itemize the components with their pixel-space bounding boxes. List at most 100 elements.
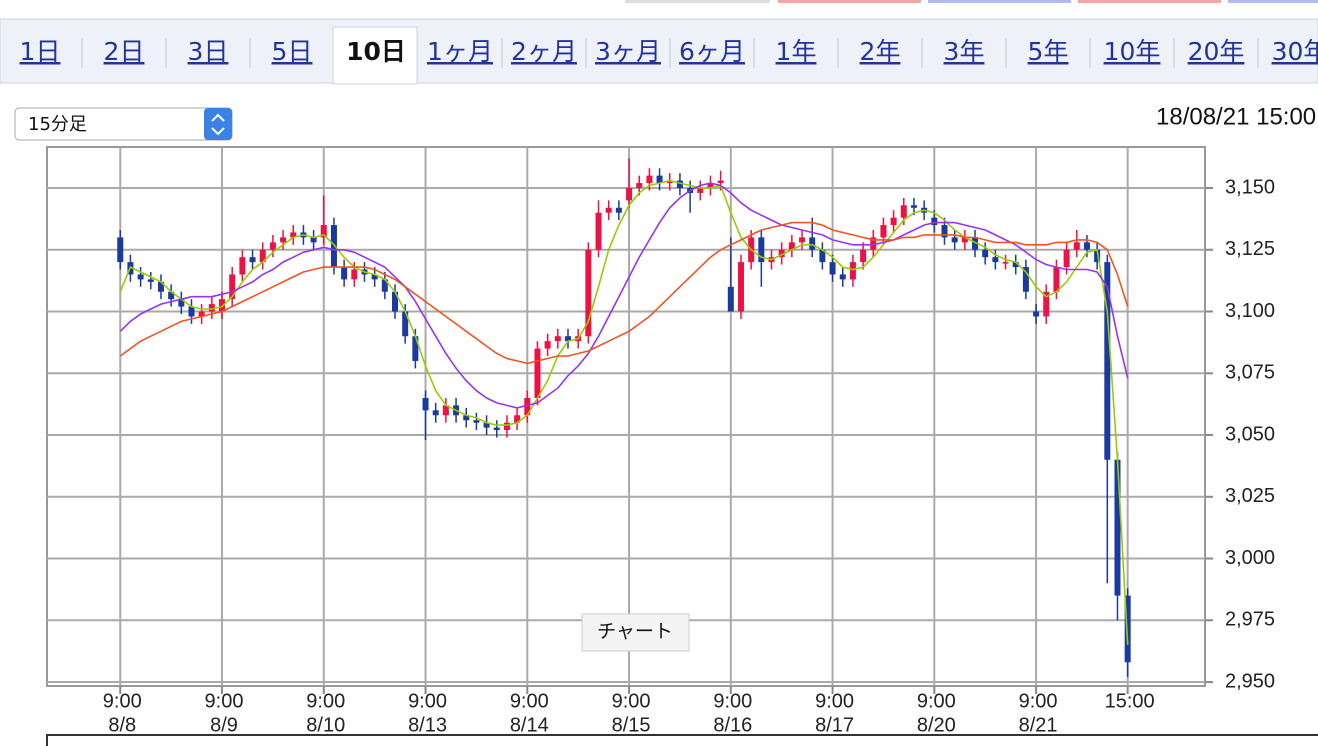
candle-body xyxy=(605,207,612,213)
x-tick-sublabel: 8/16 xyxy=(713,714,752,736)
x-tick-label: 9:00 xyxy=(917,690,956,712)
chart: 2,950 2,975 3,000 3,025 3,050 3,075 3,100 3,125… xyxy=(46,146,1275,736)
candle-body xyxy=(503,422,510,431)
candle-body xyxy=(310,237,317,243)
candle-body xyxy=(381,279,388,292)
candle-body xyxy=(351,269,358,280)
candle-body xyxy=(544,341,551,349)
y-tick-label: 3,125 xyxy=(1225,238,1275,260)
candle-body xyxy=(483,422,490,428)
tab[interactable]: 10年 xyxy=(1104,37,1161,66)
tabs: 1日 2日 3日 5日 10日 1ヶ月 2ヶ月 3ヶ月 6ヶ月 1年 2年 3年 5年 10年 20年 30年 xyxy=(20,26,1318,85)
tab-bar xyxy=(0,18,1318,84)
candle-body xyxy=(727,286,734,312)
x-tick-label: 9:00 xyxy=(103,690,142,712)
candle-body xyxy=(1033,311,1040,317)
lower-panel xyxy=(46,734,1318,746)
x-tick-sublabel: 8/20 xyxy=(917,714,956,736)
y-tick-label: 3,025 xyxy=(1225,485,1275,507)
candle-body xyxy=(636,183,643,189)
candle-body xyxy=(208,304,215,312)
candle-body xyxy=(514,415,521,423)
interval-select[interactable]: 15分足 xyxy=(14,107,233,141)
candle-body xyxy=(280,237,287,243)
candle-body xyxy=(717,180,724,184)
y-tick-label: 2,975 xyxy=(1225,609,1275,631)
candle-body xyxy=(442,405,449,416)
candle-body xyxy=(697,188,704,193)
tab[interactable]: 5年 xyxy=(1028,37,1069,66)
candle-body xyxy=(809,237,816,250)
y-tick-label: 3,100 xyxy=(1225,300,1275,322)
candle-body xyxy=(941,225,948,238)
moving-average-line xyxy=(119,221,1129,365)
candle-body xyxy=(615,207,622,213)
candle-body xyxy=(1083,242,1090,250)
tab[interactable]: 10日 xyxy=(346,37,406,66)
tab[interactable]: 1年 xyxy=(776,37,817,66)
tab[interactable]: 3日 xyxy=(188,37,229,66)
tab[interactable]: 6ヶ月 xyxy=(679,37,745,66)
candle-body xyxy=(239,257,246,275)
candle-body xyxy=(1124,595,1131,663)
tab[interactable]: 20年 xyxy=(1188,37,1245,66)
x-tick-sublabel: 8/17 xyxy=(815,714,854,736)
candle-body xyxy=(371,274,378,280)
x-tick-label: 9:00 xyxy=(510,690,549,712)
x-tick-label: 9:00 xyxy=(408,690,447,712)
tab[interactable]: 2日 xyxy=(104,37,145,66)
candle-body xyxy=(269,242,276,250)
candle-body xyxy=(778,249,785,258)
candle-body xyxy=(1002,262,1009,264)
candle-body xyxy=(147,279,154,282)
tooltip-text: チャート xyxy=(597,621,673,643)
candle-body xyxy=(432,410,439,416)
candle-body xyxy=(961,237,968,243)
candle-body xyxy=(422,397,429,411)
candle-body xyxy=(564,336,571,342)
top-strip xyxy=(778,0,921,3)
candle-body xyxy=(412,336,419,361)
candle-body xyxy=(585,249,592,337)
select-label: 15分足 xyxy=(28,114,87,135)
candle-body xyxy=(341,267,348,280)
x-tick-sublabel: 8/14 xyxy=(510,714,549,736)
candle-body xyxy=(1022,267,1029,292)
candle-body xyxy=(758,237,765,263)
arrow-icon xyxy=(211,113,225,136)
moving-average-line xyxy=(119,182,1129,409)
top-strip xyxy=(1078,0,1221,3)
tab[interactable]: 3ヶ月 xyxy=(595,37,661,66)
tab[interactable]: 30年 xyxy=(1272,37,1318,66)
candle-body xyxy=(656,175,663,184)
candle-body xyxy=(900,205,907,218)
candle-body xyxy=(402,311,409,337)
candle-body xyxy=(524,397,531,416)
candle-body xyxy=(198,311,205,317)
candle-body xyxy=(1094,249,1101,263)
tab[interactable]: 1日 xyxy=(20,37,61,66)
candle-body xyxy=(320,225,327,238)
select-arrow[interactable] xyxy=(204,108,232,140)
candle-body xyxy=(249,257,256,263)
moving-average-line xyxy=(119,179,1129,646)
candle-body xyxy=(829,262,836,275)
candle-body xyxy=(392,291,399,312)
top-strip xyxy=(1228,0,1318,3)
active-tab[interactable] xyxy=(332,26,418,85)
tab[interactable]: 2ヶ月 xyxy=(511,37,577,66)
y-tick-label: 3,150 xyxy=(1225,176,1275,198)
tooltip: チャート xyxy=(581,613,690,652)
candle-body xyxy=(330,225,337,268)
y-tick-label: 3,075 xyxy=(1225,362,1275,384)
tab[interactable]: 1ヶ月 xyxy=(427,37,493,66)
candle-body xyxy=(188,306,195,317)
candle-body xyxy=(849,262,856,280)
candle-body xyxy=(290,232,297,238)
tab[interactable]: 5日 xyxy=(272,37,313,66)
candle-body xyxy=(951,237,958,243)
tab[interactable]: 3年 xyxy=(944,37,985,66)
tab[interactable]: 2年 xyxy=(860,37,901,66)
candle-body xyxy=(972,237,979,250)
timestamp: 18/08/21 15:00 xyxy=(1156,103,1316,130)
